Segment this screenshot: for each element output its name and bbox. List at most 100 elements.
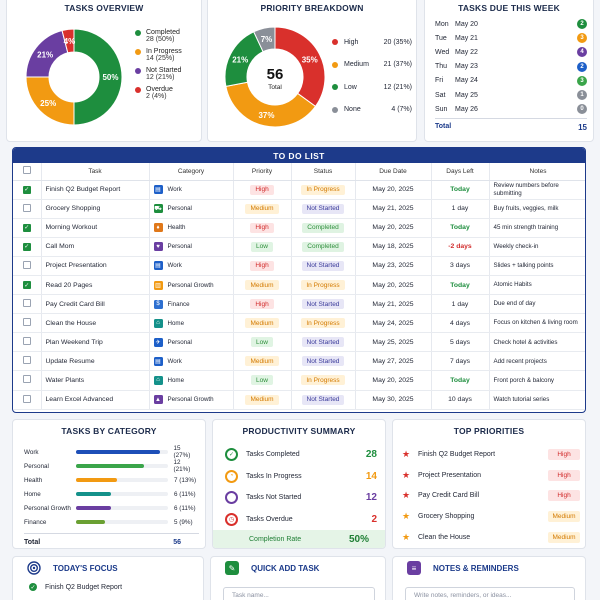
col-header-priority[interactable]: Priority [233,163,292,181]
due-day-row[interactable]: Mon May 20 2 [435,17,587,31]
status-badge[interactable]: Not Started [301,260,345,271]
row-checkbox-cell[interactable] [13,294,42,315]
due-day-row[interactable]: Fri May 24 3 [435,74,587,88]
priority-badge[interactable]: Medium [245,356,279,367]
select-all-checkbox[interactable] [13,163,42,181]
notes[interactable]: 45 min strength training [489,218,585,238]
row-checkbox[interactable] [22,375,31,384]
col-header-notes[interactable]: Notes [489,163,585,181]
task-name[interactable]: Call Mom [41,237,150,257]
notes[interactable]: Slides + talking points [489,256,585,276]
col-header-days-left[interactable]: Days Left [431,163,490,181]
status-badge[interactable]: Not Started [301,394,345,405]
priority-badge[interactable]: Medium [245,203,279,214]
row-checkbox[interactable] [22,356,31,365]
row-checkbox[interactable]: ✓ [22,281,31,290]
table-row[interactable]: ✓ Call Mom ♥ Personal Low Completed May 18, 20… [13,237,585,257]
row-checkbox[interactable] [22,203,31,212]
table-row[interactable]: Learn Excel Advanced ▲ Personal Growth Medi… [13,390,585,410]
notes[interactable]: Atomic Habits [489,275,585,296]
row-checkbox[interactable] [22,394,31,403]
col-header-task[interactable]: Task [41,163,150,181]
row-checkbox-cell[interactable] [13,370,42,391]
table-row[interactable]: ✓ Finish Q2 Budget Report ▤ Work High In Prog… [13,180,585,200]
table-row[interactable]: ✓ Morning Workout ♦ Health High Completed May … [13,218,585,238]
status-badge[interactable]: Not Started [301,337,345,348]
row-checkbox[interactable]: ✓ [22,223,31,232]
row-checkbox-cell[interactable]: ✓ [13,180,42,200]
notes[interactable]: Due end of day [489,294,585,315]
task-name[interactable]: Finish Q2 Budget Report [41,180,150,200]
priority-badge[interactable]: High [250,222,274,233]
notes-input[interactable]: Write notes, reminders, or ideas... [405,587,575,600]
row-checkbox[interactable] [22,260,31,269]
priority-badge[interactable]: Medium [245,318,279,329]
table-row[interactable]: Project Presentation ▤ Work High Not Started… [13,256,585,276]
notes[interactable]: Add recent projects [489,351,585,372]
task-name-input[interactable]: Task name... [223,587,375,600]
notes[interactable]: Front porch & balcony [489,370,585,391]
top-priority-item[interactable]: ★ Finish Q2 Budget Report High [402,444,580,465]
top-priority-item[interactable]: ★ Clean the House Medium [402,527,580,548]
row-checkbox-cell[interactable] [13,332,42,353]
row-checkbox-cell[interactable] [13,351,42,372]
table-row[interactable]: Update Resume ▤ Work Medium Not Started May 2… [13,351,585,372]
priority-badge[interactable]: High [250,299,274,310]
row-checkbox[interactable] [22,318,31,327]
col-header-category[interactable]: Category [149,163,234,181]
table-row[interactable]: Water Plants ⌂ Home Low In Progress May 20, 2… [13,370,585,391]
notes[interactable]: Watch tutorial series [489,390,585,410]
status-badge[interactable]: Not Started [301,299,345,310]
due-day-row[interactable]: Wed May 22 4 [435,45,587,59]
due-day-row[interactable]: Sun May 26 0 [435,102,587,116]
notes[interactable]: Buy fruits, veggies, milk [489,199,585,219]
table-row[interactable]: Clean the House ⌂ Home Medium In Progress May… [13,313,585,334]
priority-badge[interactable]: Low [251,375,273,386]
col-header-due-date[interactable]: Due Date [355,163,432,181]
due-day-row[interactable]: Thu May 23 2 [435,60,587,74]
table-row[interactable]: Pay Credit Card Bill $ Finance High Not Star… [13,294,585,315]
task-name[interactable]: Pay Credit Card Bill [41,294,150,315]
row-checkbox[interactable] [22,337,31,346]
table-row[interactable]: ✓ Read 20 Pages ▥ Personal Growth Medium In P… [13,275,585,296]
priority-badge[interactable]: Low [251,241,273,252]
task-name[interactable]: Morning Workout [41,218,150,238]
task-name[interactable]: Plan Weekend Trip [41,332,150,353]
row-checkbox-cell[interactable] [13,390,42,410]
task-name[interactable]: Update Resume [41,351,150,372]
task-name[interactable]: Grocery Shopping [41,199,150,219]
task-name[interactable]: Project Presentation [41,256,150,276]
task-name[interactable]: Water Plants [41,370,150,391]
notes[interactable]: Check hotel & activities [489,332,585,353]
table-row[interactable]: Grocery Shopping ⛟ Personal Medium Not Start… [13,199,585,219]
status-badge[interactable]: In Progress [301,318,345,329]
priority-badge[interactable]: Medium [245,280,279,291]
task-name[interactable]: Read 20 Pages [41,275,150,296]
row-checkbox-cell[interactable] [13,313,42,334]
status-badge[interactable]: In Progress [301,184,345,195]
status-badge[interactable]: Completed [302,222,344,233]
row-checkbox[interactable]: ✓ [22,242,31,251]
row-checkbox-cell[interactable]: ✓ [13,237,42,257]
due-day-row[interactable]: Tue May 21 3 [435,31,587,45]
notes[interactable]: Review numbers before submitting [489,180,585,200]
row-checkbox[interactable]: ✓ [22,185,31,194]
status-badge[interactable]: In Progress [301,375,345,386]
priority-badge[interactable]: High [250,260,274,271]
status-badge[interactable]: Not Started [301,203,345,214]
status-badge[interactable]: Not Started [301,356,345,367]
col-header-status[interactable]: Status [291,163,356,181]
priority-badge[interactable]: Medium [245,394,279,405]
row-checkbox-cell[interactable] [13,199,42,219]
priority-badge[interactable]: Low [251,337,273,348]
due-day-row[interactable]: Sat May 25 1 [435,88,587,102]
row-checkbox-cell[interactable] [13,256,42,276]
table-row[interactable]: Plan Weekend Trip ✈ Personal Low Not Started… [13,332,585,353]
status-badge[interactable]: In Progress [301,280,345,291]
notes[interactable]: Focus on kitchen & living room [489,313,585,334]
focus-item[interactable]: ✓ Finish Q2 Budget Report [13,583,203,591]
notes[interactable]: Weekly check-in [489,237,585,257]
row-checkbox-cell[interactable]: ✓ [13,218,42,238]
priority-badge[interactable]: High [250,184,274,195]
task-name[interactable]: Clean the House [41,313,150,334]
